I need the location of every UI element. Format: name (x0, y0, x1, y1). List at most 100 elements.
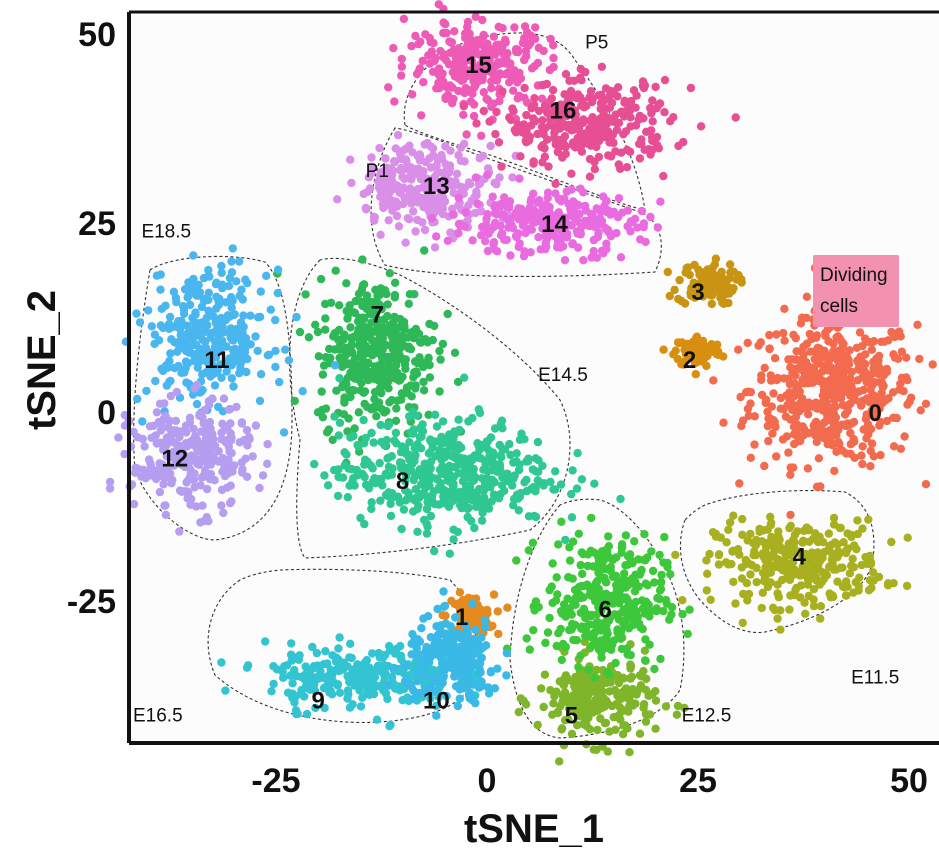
cell-point (472, 119, 481, 128)
cell-point (396, 183, 405, 192)
cell-point (647, 126, 656, 135)
cell-point (135, 318, 145, 327)
cell-point (183, 321, 192, 330)
cell-point (635, 154, 645, 163)
cell-point (790, 391, 799, 401)
cell-point (784, 539, 793, 548)
cell-point (403, 493, 413, 503)
cell-point (437, 639, 446, 648)
cell-point (540, 670, 550, 679)
cell-point (546, 34, 555, 44)
cell-point (564, 120, 573, 130)
cell-point (763, 421, 772, 431)
cell-point (739, 589, 748, 599)
cell-point (576, 184, 585, 193)
cluster-label-9: 9 (312, 687, 325, 714)
cell-point (608, 555, 617, 565)
cell-point (138, 434, 147, 444)
cell-point (410, 368, 419, 377)
cell-point (614, 610, 623, 619)
cell-point (477, 474, 487, 483)
cell-point (546, 686, 555, 695)
cell-point (222, 483, 232, 492)
cell-point (869, 378, 879, 387)
cell-point (184, 459, 193, 469)
cell-point (557, 655, 566, 665)
cell-point (670, 285, 679, 295)
cell-point (210, 381, 220, 390)
cell-point (483, 164, 493, 173)
cell-point (567, 92, 576, 102)
cell-point (882, 416, 892, 426)
cell-point (702, 556, 711, 565)
cell-point (174, 458, 183, 467)
cell-point (321, 647, 330, 656)
cell-point (555, 118, 564, 128)
cell-point (586, 209, 596, 219)
cell-point (671, 550, 680, 560)
cell-point (214, 296, 223, 305)
cell-point (888, 388, 898, 397)
cell-point (703, 569, 712, 578)
cell-point (477, 516, 487, 525)
cell-point (655, 99, 665, 108)
cell-point (217, 261, 226, 271)
cell-point (781, 412, 791, 421)
cell-point (417, 624, 426, 633)
cell-point (430, 634, 439, 643)
cell-point (468, 57, 477, 66)
cell-point (716, 284, 725, 293)
cell-point (216, 360, 225, 369)
cell-point (392, 439, 401, 448)
cell-point (214, 402, 223, 412)
cell-point (288, 679, 297, 688)
cell-point (773, 614, 782, 623)
cell-point (463, 512, 472, 522)
cell-point (323, 481, 333, 490)
cell-point (346, 333, 356, 343)
cell-point (452, 169, 462, 178)
cell-point (256, 370, 266, 379)
cell-point (367, 498, 376, 507)
cell-point (578, 710, 587, 719)
cell-point (447, 181, 456, 190)
cell-point (867, 439, 877, 448)
cell-point (186, 339, 196, 348)
cell-point (779, 374, 789, 383)
cell-point (386, 511, 396, 521)
cell-point (593, 232, 602, 242)
cell-point (569, 635, 578, 645)
cell-point (559, 242, 568, 251)
cell-point (488, 621, 497, 631)
cell-point (147, 322, 156, 331)
cell-point (358, 693, 367, 702)
cell-point (228, 345, 238, 354)
cell-point (814, 376, 823, 386)
cell-point (535, 196, 544, 205)
cell-point (375, 458, 384, 468)
cell-point (316, 274, 326, 284)
cell-point (416, 425, 426, 434)
cell-point (522, 110, 531, 120)
cell-point (382, 491, 391, 500)
cell-point (866, 462, 875, 471)
cell-point (498, 24, 507, 33)
cell-point (241, 275, 250, 284)
cell-point (178, 336, 187, 346)
hull-e11-5 (679, 489, 875, 634)
cell-point (448, 60, 458, 70)
cell-point (897, 347, 907, 356)
cell-point (586, 546, 595, 555)
cell-point (396, 375, 405, 384)
cell-point (482, 437, 492, 446)
cell-point (161, 510, 171, 519)
cell-point (529, 483, 538, 492)
cell-point (830, 392, 839, 402)
cell-point (550, 485, 560, 494)
cell-point (262, 271, 271, 280)
cell-point (591, 637, 600, 646)
cell-point (484, 229, 493, 238)
cell-point (434, 78, 443, 88)
cell-point (477, 61, 486, 71)
cell-point (335, 418, 345, 427)
